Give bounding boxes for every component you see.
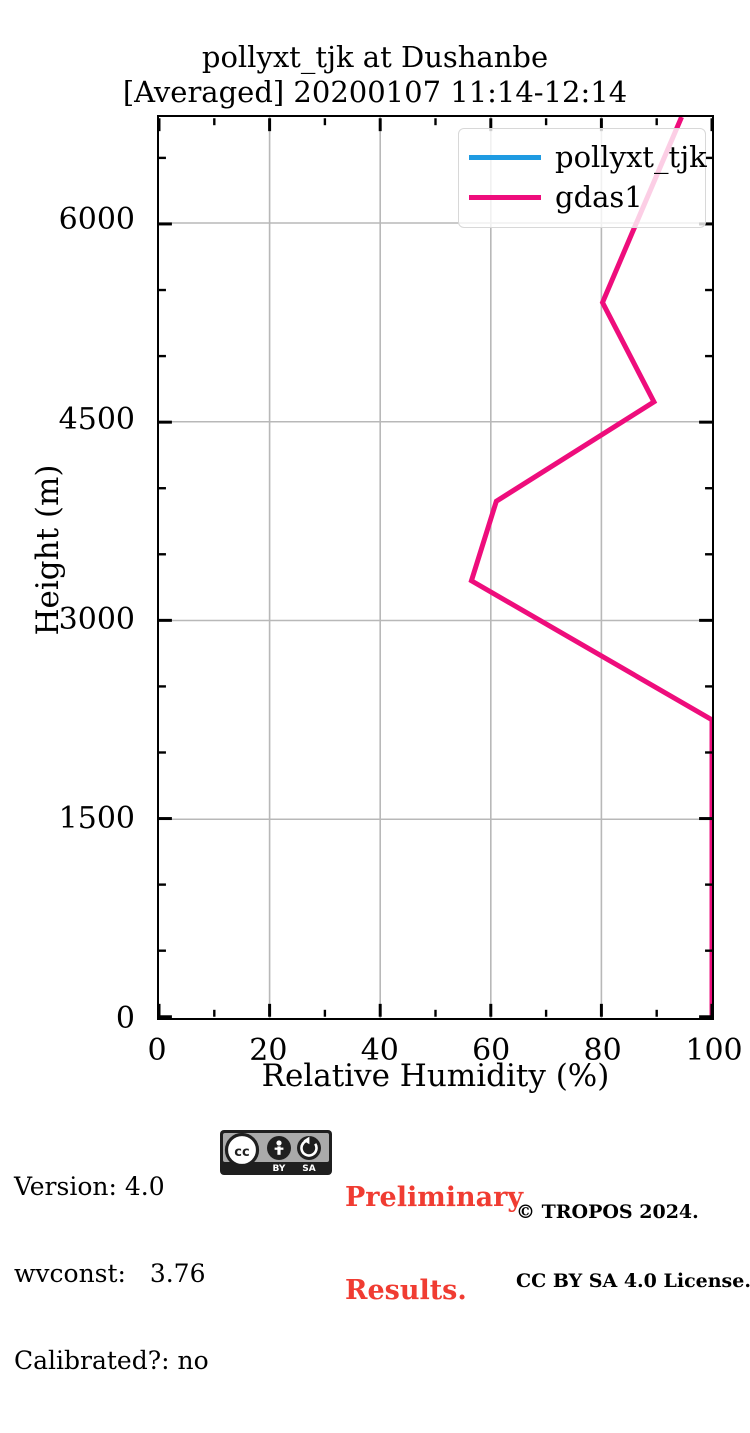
footer-calibrated: Calibrated?: no (14, 1346, 209, 1375)
x-tick-label-40: 40 (360, 1033, 399, 1068)
legend-swatch-gdas1 (469, 194, 541, 200)
preliminary-results-note: Preliminary Results. (345, 1120, 523, 1337)
legend-entry-pollyxt-tjk[interactable]: pollyxt_tjk (469, 137, 707, 177)
chart-title-line-2: [Averaged] 20200107 11:14-12:14 (122, 75, 628, 109)
y-axis-label: Height (m) (30, 464, 66, 636)
legend-entry-gdas1[interactable]: gdas1 (469, 177, 695, 217)
chart-title: pollyxt_tjk at Dushanbe [Averaged] 20200… (0, 40, 750, 110)
legend-label-pollyxt-tjk: pollyxt_tjk (555, 140, 707, 174)
chart-legend[interactable]: pollyxt_tjk gdas1 (458, 128, 707, 228)
copyright-line-2: CC BY SA 4.0 License. (516, 1270, 750, 1292)
preliminary-line-2: Results. (345, 1275, 467, 1306)
x-axis-label: Relative Humidity (%) (261, 1058, 610, 1094)
copyright-line-1: © TROPOS 2024. (516, 1201, 699, 1223)
cc-by-sa-badge-icon: cc BY SA (220, 1130, 332, 1175)
footer-metadata: Version: 4.0 wvconst: 3.76 Calibrated?: … (14, 1114, 209, 1433)
x-tick-label-20: 20 (249, 1033, 288, 1068)
footer-wvconst: wvconst: 3.76 (14, 1259, 206, 1288)
x-tick-label-0: 0 (147, 1033, 167, 1068)
footer-version: Version: 4.0 (14, 1172, 165, 1201)
svg-text:cc: cc (234, 1145, 249, 1160)
chart-title-line-1: pollyxt_tjk at Dushanbe (201, 40, 549, 74)
y-tick-label-3000: 3000 (58, 601, 135, 637)
svg-text:BY: BY (273, 1164, 286, 1174)
plot-area (157, 115, 714, 1020)
x-tick-label-100: 100 (685, 1033, 743, 1068)
y-tick-label-4500: 4500 (58, 402, 135, 438)
copyright-note: © TROPOS 2024. CC BY SA 4.0 License. (516, 1155, 750, 1316)
preliminary-line-1: Preliminary (345, 1182, 524, 1213)
grid-layer (159, 117, 712, 1018)
y-tick-label-1500: 1500 (58, 801, 135, 837)
tick-layer (157, 118, 714, 1019)
legend-swatch-pollyxt-tjk (469, 154, 541, 160)
svg-text:SA: SA (302, 1164, 315, 1174)
y-tick-label-6000: 6000 (58, 202, 135, 238)
legend-label-gdas1: gdas1 (555, 180, 643, 214)
x-tick-label-80: 80 (583, 1033, 622, 1068)
series-layer (159, 117, 712, 1018)
x-tick-label-60: 60 (472, 1033, 511, 1068)
y-tick-label-0: 0 (115, 1001, 135, 1036)
